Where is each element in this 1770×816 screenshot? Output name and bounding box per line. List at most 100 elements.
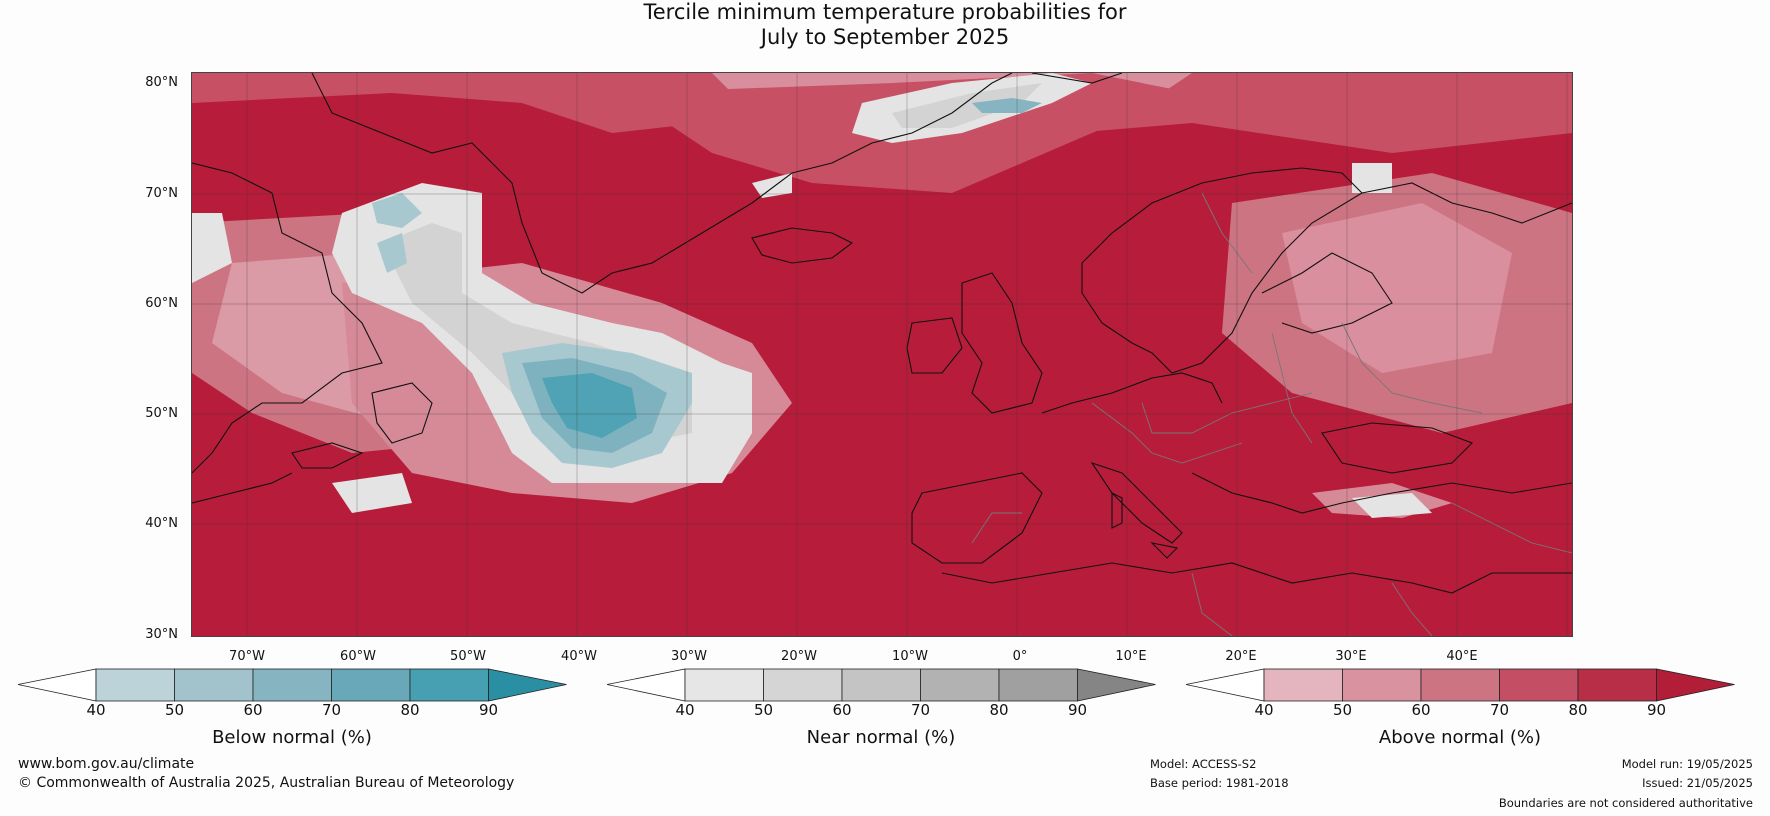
us-coast bbox=[192, 472, 293, 504]
colorbar-segment bbox=[331, 668, 411, 702]
border-5 bbox=[1201, 192, 1253, 274]
border-7 bbox=[1451, 502, 1572, 554]
below-greenland-west-2 bbox=[377, 233, 407, 273]
lon-label-60w: 60°W bbox=[340, 649, 376, 664]
colorbar-segment bbox=[409, 668, 489, 702]
model-run-text: Model run: 19/05/2025 bbox=[1621, 757, 1753, 771]
lon-label-30e: 30°E bbox=[1335, 649, 1367, 664]
colorbar-tick-label: 80 bbox=[989, 701, 1009, 719]
colorbar-segment bbox=[174, 668, 254, 702]
colorbar-tick-label: 70 bbox=[321, 701, 342, 719]
title-line-2: July to September 2025 bbox=[760, 25, 1010, 49]
colorbar-tick-label: 90 bbox=[1067, 701, 1088, 719]
colorbar-tick-label: 80 bbox=[1568, 701, 1588, 719]
lat-label-40n: 40°N bbox=[145, 516, 178, 531]
lat-label-50n: 50°N bbox=[145, 406, 178, 421]
coastlines bbox=[192, 73, 1572, 594]
iceland-coast bbox=[751, 227, 854, 264]
issued-text: Issued: 21/05/2025 bbox=[1642, 776, 1753, 790]
kola bbox=[1361, 182, 1572, 224]
website-link[interactable]: www.bom.gov.au/climate bbox=[18, 756, 195, 772]
canada-coast bbox=[192, 162, 383, 474]
lat-label-60n: 60°N bbox=[145, 296, 178, 311]
disclaimer-text: Boundaries are not considered authoritat… bbox=[1498, 796, 1753, 810]
greenland-coast bbox=[311, 73, 1013, 294]
near-canada-west bbox=[192, 213, 232, 283]
colorbar-tick-label: 50 bbox=[164, 701, 185, 719]
base-period-text: Base period: 1981-2018 bbox=[1150, 776, 1289, 790]
colorbar-title-near: Near normal (%) bbox=[806, 727, 956, 748]
lon-label-40w: 40°W bbox=[561, 649, 597, 664]
colorbar-tick-label: 60 bbox=[1411, 701, 1431, 719]
shade-scandinavia-inner bbox=[1282, 203, 1512, 373]
colorbar-tick-label: 70 bbox=[1489, 701, 1510, 719]
colorbar-tick-label: 40 bbox=[675, 701, 695, 719]
lon-label-10e: 10°E bbox=[1115, 649, 1147, 664]
newfoundland bbox=[371, 382, 433, 444]
colorbar-extend-high bbox=[488, 668, 567, 702]
colorbar-above-normal bbox=[1186, 668, 1735, 702]
colorbar-extend-high bbox=[1656, 668, 1735, 702]
colorbar-tick-label: 40 bbox=[1254, 701, 1274, 719]
europe-coast bbox=[1041, 372, 1223, 414]
lon-label-20w: 20°W bbox=[781, 649, 817, 664]
colorbar-extend-low bbox=[1186, 668, 1265, 702]
map-graphic bbox=[192, 73, 1572, 636]
ireland bbox=[906, 317, 963, 374]
colorbar-segment bbox=[1342, 668, 1422, 702]
lon-label-10w: 10°W bbox=[892, 649, 928, 664]
copyright-text: © Commonwealth of Australia 2025, Austra… bbox=[18, 775, 515, 791]
colorbar-tick-label: 40 bbox=[86, 701, 106, 719]
corsica-sardinia bbox=[1111, 492, 1123, 529]
colorbar-tick-label: 70 bbox=[910, 701, 931, 719]
colorbar-near-normal bbox=[607, 668, 1156, 702]
colorbar-title-below: Below normal (%) bbox=[212, 727, 372, 748]
colorbar-segment bbox=[920, 668, 1000, 702]
north-africa bbox=[941, 562, 1572, 594]
iberia bbox=[911, 472, 1043, 564]
colorbar-tick-label: 90 bbox=[478, 701, 499, 719]
border-2 bbox=[1141, 392, 1313, 434]
colorbar-extend-low bbox=[607, 668, 686, 702]
near-arctic-inner bbox=[892, 83, 1042, 128]
colorbar-title-above: Above normal (%) bbox=[1378, 727, 1542, 748]
below-normal-shading bbox=[372, 98, 1042, 468]
lon-label-0: 0° bbox=[1012, 649, 1028, 664]
borders bbox=[971, 192, 1572, 636]
lat-label-30n: 30°N bbox=[145, 627, 178, 642]
below-greenland-west bbox=[372, 193, 422, 228]
balkans-turkey bbox=[1191, 472, 1572, 514]
chart-title: Tercile minimum temperature probabilitie… bbox=[0, 0, 1770, 50]
baltic-finland bbox=[1261, 252, 1393, 334]
scandinavia-coast bbox=[1081, 167, 1363, 374]
black-sea bbox=[1321, 422, 1473, 474]
border-3 bbox=[1271, 332, 1313, 444]
below-arctic bbox=[972, 98, 1042, 113]
lon-label-40e: 40°E bbox=[1446, 649, 1478, 664]
title-line-1: Tercile minimum temperature probabilitie… bbox=[643, 0, 1127, 24]
border-1 bbox=[1091, 402, 1243, 464]
colorbar-segment bbox=[841, 668, 921, 702]
colorbar-segment bbox=[1499, 668, 1579, 702]
colorbar-segment bbox=[252, 668, 332, 702]
lon-label-20e: 20°E bbox=[1225, 649, 1257, 664]
greenland-north bbox=[1031, 73, 1123, 84]
colorbar-tick-label: 90 bbox=[1646, 701, 1667, 719]
lon-label-50w: 50°W bbox=[450, 649, 486, 664]
near-svalbard bbox=[1352, 163, 1392, 193]
colorbar-segment bbox=[1263, 668, 1343, 702]
border-4 bbox=[1341, 322, 1483, 414]
near-arctic-small bbox=[752, 173, 792, 198]
graticule bbox=[192, 73, 1572, 636]
probability-map[interactable] bbox=[191, 72, 1573, 637]
colorbar-tick-label: 80 bbox=[400, 701, 420, 719]
lat-label-70n: 70°N bbox=[145, 186, 178, 201]
colorbar-tick-label: 50 bbox=[753, 701, 774, 719]
below-atlantic-inner bbox=[542, 373, 637, 438]
colorbar-below-normal bbox=[18, 668, 567, 702]
colorbar-segment bbox=[95, 668, 175, 702]
border-9 bbox=[1391, 582, 1433, 636]
italy bbox=[1090, 461, 1183, 544]
near-turkey bbox=[1352, 493, 1432, 518]
colorbar-extend-low bbox=[18, 668, 97, 702]
